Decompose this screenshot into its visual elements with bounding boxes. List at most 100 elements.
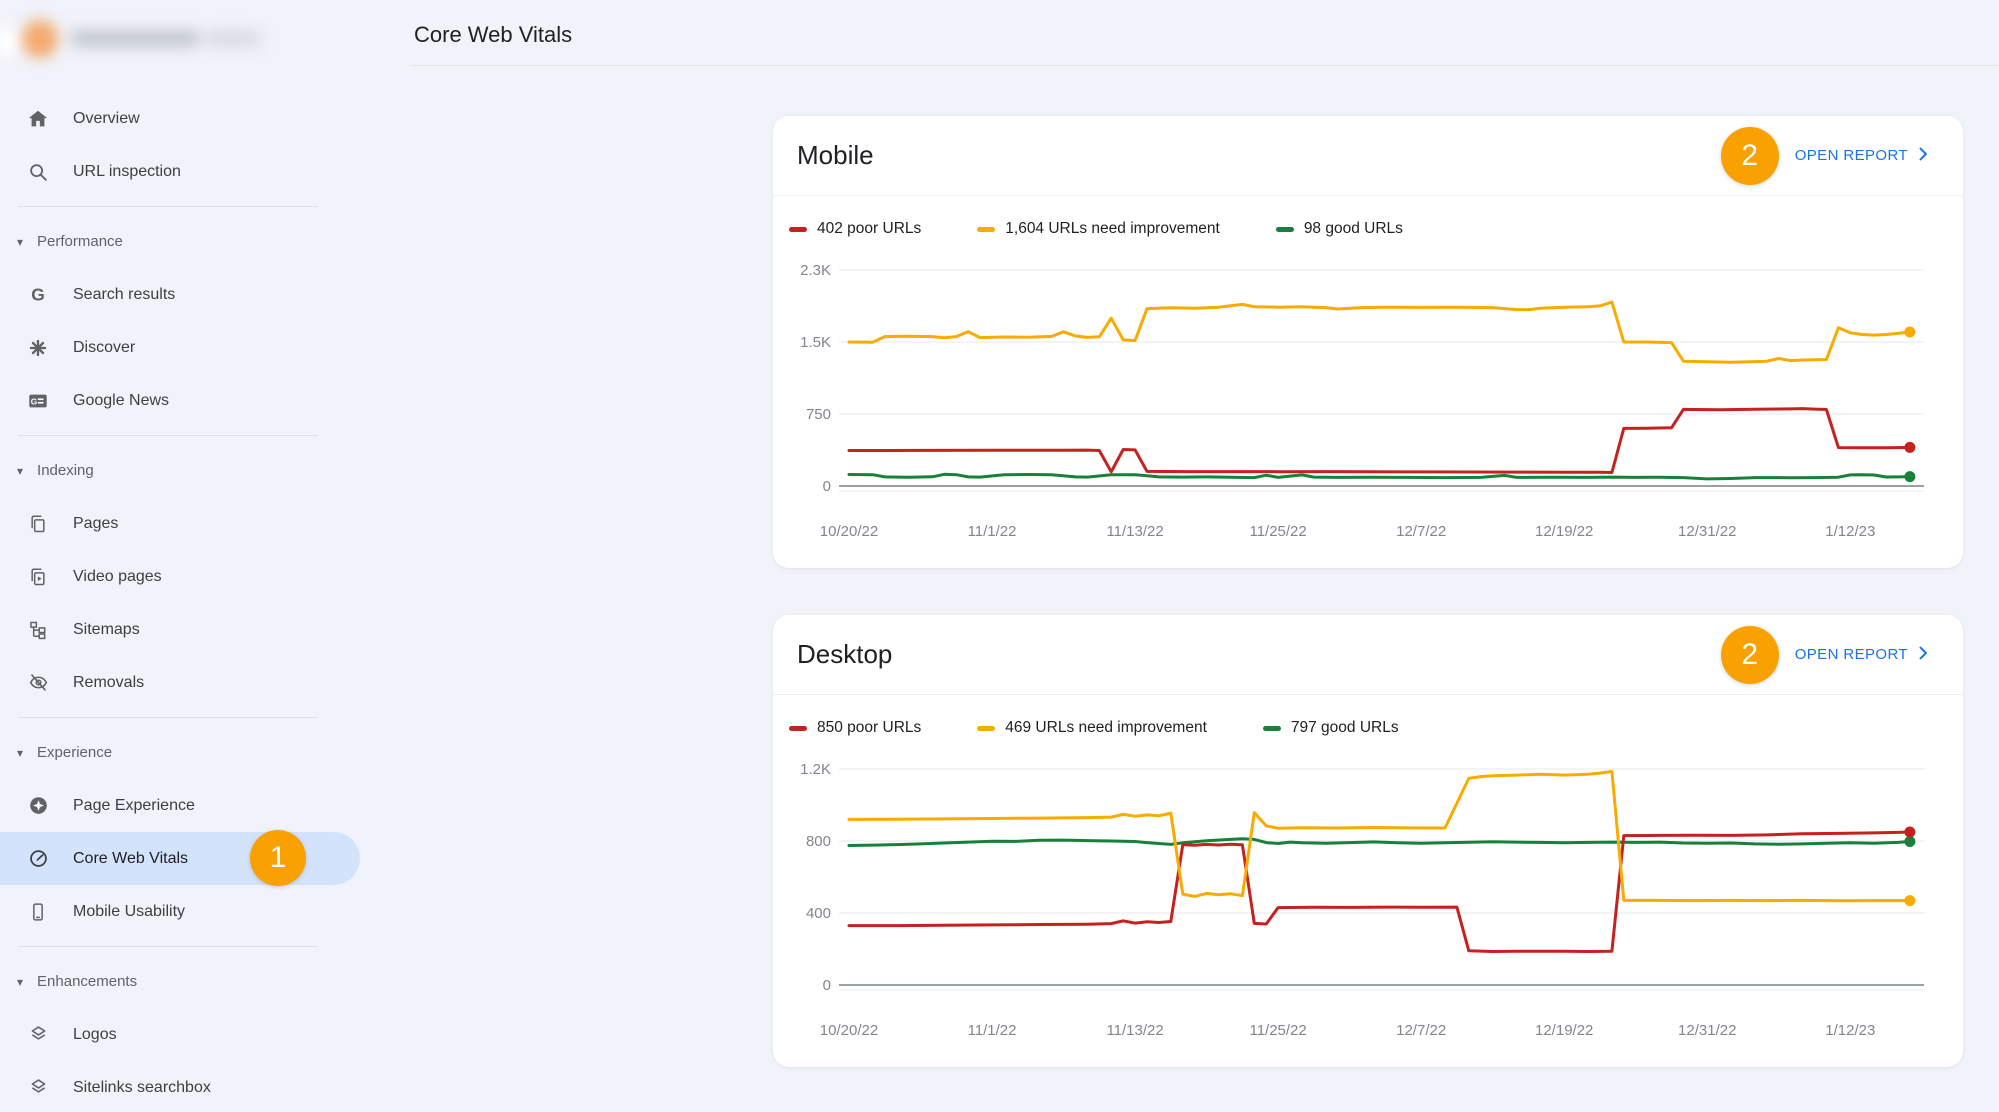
sidebar-item-google-news[interactable]: G Google News bbox=[0, 374, 360, 427]
sidebar-item-page-experience[interactable]: Page Experience bbox=[0, 779, 360, 832]
chevron-down-icon: ▾ bbox=[17, 745, 24, 760]
svg-text:12/19/22: 12/19/22 bbox=[1535, 1022, 1593, 1039]
svg-text:11/13/22: 11/13/22 bbox=[1106, 1022, 1163, 1039]
sidebar-item-mobile-usability[interactable]: Mobile Usability bbox=[0, 885, 360, 938]
sidebar-item-overview[interactable]: Overview bbox=[0, 92, 360, 145]
svg-text:12/31/22: 12/31/22 bbox=[1678, 1022, 1736, 1039]
sidebar-section-indexing[interactable]: ▾ Indexing bbox=[0, 444, 340, 497]
open-report-link[interactable]: OPEN REPORT bbox=[1795, 643, 1933, 667]
legend-label: 850 poor URLs bbox=[817, 719, 922, 736]
annotation-badge-1: 1 bbox=[250, 830, 306, 886]
card-divider bbox=[773, 694, 1963, 695]
main-content: Core Web Vitals Mobile 2 OPEN REPORT 402… bbox=[340, 0, 1999, 1112]
sidebar-item-label: Removals bbox=[73, 673, 145, 691]
chevron-right-icon bbox=[1913, 144, 1933, 168]
card-title: Desktop bbox=[797, 639, 893, 669]
pages-icon bbox=[27, 513, 49, 535]
open-report-link[interactable]: OPEN REPORT bbox=[1795, 144, 1933, 168]
sidebar-item-discover[interactable]: Discover bbox=[0, 321, 360, 374]
chevron-down-icon: ▾ bbox=[17, 463, 24, 478]
svg-text:800: 800 bbox=[806, 833, 831, 850]
sidebar-divider bbox=[18, 206, 318, 207]
legend-marker-red bbox=[789, 725, 807, 731]
layers-icon bbox=[27, 1077, 49, 1099]
news-icon: G bbox=[27, 390, 49, 412]
mobile-card: Mobile 2 OPEN REPORT 402 poor URLs 1,60 bbox=[773, 116, 1963, 568]
sidebar-item-video-pages[interactable]: Video pages bbox=[0, 550, 360, 603]
sidebar-item-label: Logos bbox=[73, 1025, 117, 1043]
svg-text:12/7/22: 12/7/22 bbox=[1396, 523, 1446, 540]
svg-text:1/12/23: 1/12/23 bbox=[1825, 1022, 1875, 1039]
section-header-label: Enhancements bbox=[37, 973, 138, 990]
sidebar-item-label: Search results bbox=[73, 285, 176, 303]
property-selector[interactable] bbox=[0, 10, 300, 66]
sidebar-section-experience[interactable]: ▾ Experience bbox=[0, 726, 340, 779]
sidebar-section-performance[interactable]: ▾ Performance bbox=[0, 215, 340, 268]
svg-text:11/1/22: 11/1/22 bbox=[968, 523, 1017, 540]
sidebar-item-logos[interactable]: Logos bbox=[0, 1008, 360, 1061]
svg-text:G: G bbox=[31, 397, 37, 406]
asterisk-icon bbox=[27, 337, 49, 359]
desktop-line-chart: 1.2K 800 400 0 10/20/22 11/1/22 11/13/22 11/25/… bbox=[800, 761, 1924, 1039]
chart-legend: 850 poor URLs 469 URLs need improvement … bbox=[773, 695, 1963, 745]
section-header-label: Performance bbox=[37, 233, 123, 250]
home-icon bbox=[27, 108, 49, 130]
legend-marker-red bbox=[789, 226, 807, 232]
sidebar-item-url-inspection[interactable]: URL inspection bbox=[0, 145, 360, 198]
svg-text:12/31/22: 12/31/22 bbox=[1678, 523, 1736, 540]
open-report-label: OPEN REPORT bbox=[1794, 646, 1908, 663]
sidebar-divider bbox=[18, 946, 318, 947]
svg-text:10/20/22: 10/20/22 bbox=[820, 1022, 878, 1039]
page-title: Core Web Vitals bbox=[414, 22, 573, 47]
svg-text:11/25/22: 11/25/22 bbox=[1249, 523, 1306, 540]
legend-label: 402 poor URLs bbox=[817, 220, 922, 237]
sidebar-section-enhancements[interactable]: ▾ Enhancements bbox=[0, 955, 340, 1008]
sidebar-item-label: Video pages bbox=[73, 567, 162, 585]
sidebar-item-label: Google News bbox=[73, 391, 170, 409]
open-report-label: OPEN REPORT bbox=[1794, 147, 1908, 164]
legend-label: 98 good URLs bbox=[1303, 220, 1403, 237]
sidebar-item-label: Sitelinks searchbox bbox=[73, 1078, 211, 1096]
svg-text:1/12/23: 1/12/23 bbox=[1825, 523, 1875, 540]
svg-text:11/13/22: 11/13/22 bbox=[1106, 523, 1163, 540]
sidebar-item-pages[interactable]: Pages bbox=[0, 497, 360, 550]
legend-marker-green bbox=[1275, 226, 1294, 232]
legend-item-good: 98 good URLs bbox=[1275, 220, 1403, 238]
sidebar-item-label: Sitemaps bbox=[73, 620, 140, 638]
chevron-down-icon: ▾ bbox=[17, 234, 24, 249]
legend-item-improve: 469 URLs need improvement bbox=[977, 719, 1207, 737]
legend-marker-orange bbox=[977, 226, 996, 232]
property-name-redacted bbox=[0, 10, 300, 66]
title-divider bbox=[410, 65, 1999, 66]
sidebar-item-label: Core Web Vitals bbox=[73, 849, 189, 867]
legend-marker-orange bbox=[977, 725, 996, 731]
sidebar-item-removals[interactable]: Removals bbox=[0, 656, 360, 709]
svg-text:11/25/22: 11/25/22 bbox=[1249, 1022, 1306, 1039]
sidebar-item-core-web-vitals[interactable]: Core Web Vitals 1 bbox=[0, 830, 360, 886]
chart-legend: 402 poor URLs 1,604 URLs need improvemen… bbox=[773, 196, 1963, 246]
legend-item-poor: 850 poor URLs bbox=[789, 719, 921, 737]
sidebar-item-sitemaps[interactable]: Sitemaps bbox=[0, 603, 360, 656]
sidebar-item-label: Discover bbox=[73, 338, 136, 356]
svg-text:0: 0 bbox=[823, 478, 831, 495]
desktop-card: Desktop 2 OPEN REPORT 850 poor URLs 469 bbox=[773, 615, 1963, 1067]
svg-text:1.5K: 1.5K bbox=[800, 334, 831, 351]
legend-label: 797 good URLs bbox=[1290, 719, 1399, 736]
video-pages-icon bbox=[27, 566, 49, 588]
page-experience-icon bbox=[27, 795, 49, 817]
annotation-badge-2: 2 bbox=[1720, 625, 1779, 684]
svg-text:12/19/22: 12/19/22 bbox=[1535, 523, 1593, 540]
card-divider bbox=[773, 195, 1963, 196]
sidebar-item-search-results[interactable]: G Search results bbox=[0, 268, 360, 321]
smartphone-icon bbox=[27, 901, 49, 923]
svg-text:0: 0 bbox=[823, 977, 831, 994]
google-g-icon: G bbox=[27, 284, 49, 306]
sidebar-nav: Overview URL inspection ▾ Performance G … bbox=[0, 92, 360, 1112]
sidebar-item-sitelinks-searchbox[interactable]: Sitelinks searchbox bbox=[0, 1061, 360, 1112]
legend-marker-green bbox=[1262, 725, 1281, 731]
layers-icon bbox=[27, 1024, 49, 1046]
sitemap-tree-icon bbox=[27, 619, 49, 641]
svg-text:2.3K: 2.3K bbox=[800, 262, 831, 279]
sidebar-item-label: URL inspection bbox=[73, 162, 181, 180]
card-title: Mobile bbox=[797, 140, 874, 170]
